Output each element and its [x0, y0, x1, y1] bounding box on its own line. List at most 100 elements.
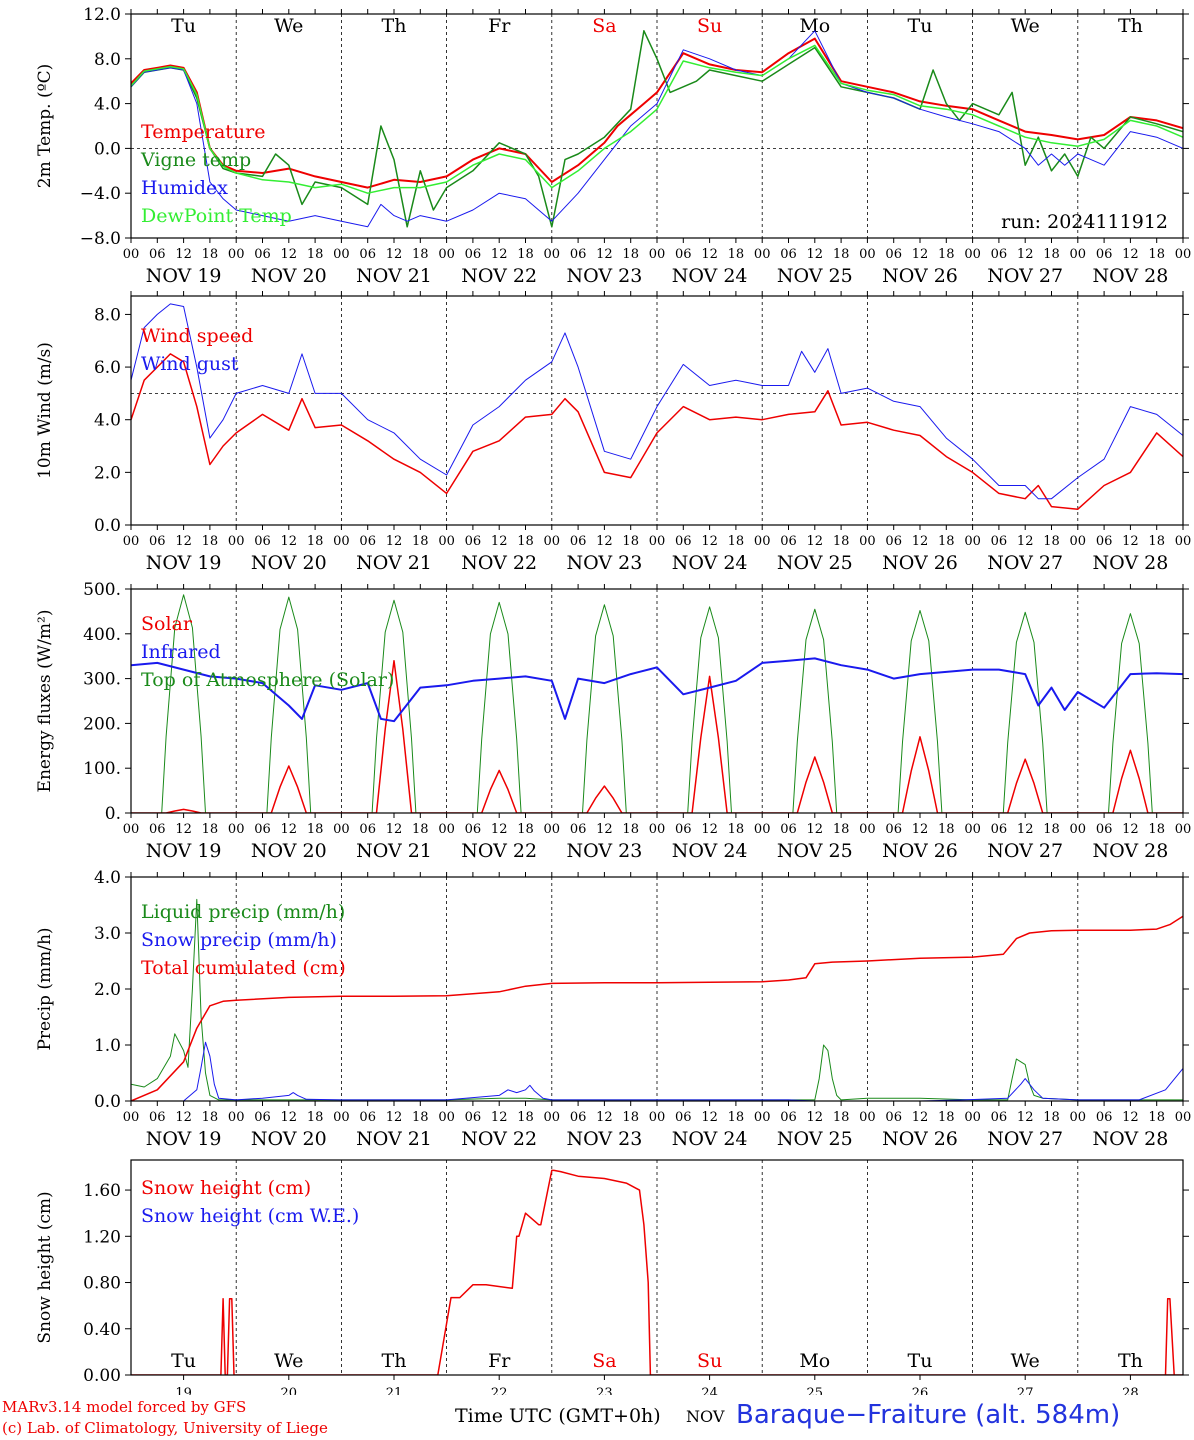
day-number-label: 20: [281, 1386, 298, 1395]
dewpoint-temp-line: [131, 44, 1183, 194]
hour-tick-label: 12: [807, 822, 824, 837]
hour-tick-label: 00: [123, 1110, 140, 1125]
hour-tick-label: 06: [780, 247, 797, 262]
y-axis-label: Precip (mm/h): [35, 927, 55, 1050]
hour-tick-label: 12: [807, 534, 824, 549]
day-name-label: Sa: [592, 15, 616, 37]
date-label: NOV 22: [461, 552, 537, 574]
hour-tick-label: 18: [412, 247, 429, 262]
hour-tick-label: 06: [991, 1110, 1008, 1125]
hour-tick-label: 06: [1096, 534, 1113, 549]
date-label: NOV 24: [672, 1128, 748, 1150]
hour-tick-label: 06: [149, 534, 166, 549]
hour-tick-label: 06: [254, 534, 271, 549]
hour-tick-label: 06: [780, 822, 797, 837]
legend-wind-gust: Wind gust: [141, 353, 239, 375]
hour-tick-label: 00: [1175, 247, 1192, 262]
date-label: NOV 21: [356, 265, 432, 287]
y-tick-label: 1.0: [94, 1036, 121, 1056]
y-axis-label: 10m Wind (m/s): [35, 342, 55, 479]
series-group: [131, 898, 1183, 1101]
date-label: NOV 27: [987, 552, 1063, 574]
panel-5: 0.00 0.40 0.80 1.20 1.60 Snow height (cm) 19 Tu…: [35, 1159, 1189, 1401]
y-tick-label: 8.0: [94, 305, 121, 325]
hour-tick-label: 00: [964, 247, 981, 262]
hour-tick-label: 12: [175, 822, 192, 837]
day-number-label: 24: [701, 1386, 718, 1395]
date-label: NOV 19: [146, 840, 222, 862]
hour-tick-label: 12: [596, 822, 613, 837]
hour-tick-label: 06: [570, 822, 587, 837]
day-name-label: We: [274, 15, 303, 37]
hour-tick-label: 18: [517, 1110, 534, 1125]
hour-tick-label: 18: [307, 247, 324, 262]
hour-tick-label: 00: [1175, 822, 1192, 837]
hour-tick-label: 18: [622, 247, 639, 262]
hour-tick-label: 12: [491, 534, 508, 549]
run-annotation: run: 2024111912: [1001, 211, 1168, 233]
hour-tick-label: 12: [386, 1110, 403, 1125]
hour-tick-label: 06: [675, 247, 692, 262]
hour-tick-label: 06: [885, 1110, 902, 1125]
panel-2: 0.0 2.0 4.0 6.0 8.0 10m Wind (m/s) 00 06 12 18 00 0…: [35, 291, 1191, 574]
hour-tick-label: 00: [438, 534, 455, 549]
date-label: NOV 26: [882, 552, 958, 574]
date-label: NOV 23: [566, 1128, 642, 1150]
hour-tick-label: 18: [202, 534, 219, 549]
credit-line-1: MARv3.14 model forced by GFS: [2, 1398, 247, 1416]
hour-tick-label: 00: [1175, 534, 1192, 549]
hour-tick-label: 00: [333, 1110, 350, 1125]
hour-tick-label: 06: [149, 822, 166, 837]
hour-tick-label: 18: [202, 1110, 219, 1125]
y-tick-label: −4.0: [80, 184, 121, 204]
hour-tick-label: 18: [1148, 247, 1165, 262]
hour-tick-label: 12: [912, 822, 929, 837]
date-label: NOV 24: [672, 265, 748, 287]
hour-tick-label: 00: [228, 1110, 245, 1125]
date-label: NOV 26: [882, 265, 958, 287]
snow-height-cm-line: [131, 1169, 1183, 1375]
y-axis-label: 2m Temp. (ºC): [35, 64, 55, 189]
date-label: NOV 24: [672, 840, 748, 862]
date-label: NOV 19: [146, 552, 222, 574]
hour-tick-label: 06: [991, 534, 1008, 549]
panel-frame: [130, 1159, 1184, 1376]
solar-line: [131, 659, 1183, 813]
time-axis-label: Time UTC (GMT+0h): [455, 1405, 661, 1427]
hour-tick-label: 06: [359, 534, 376, 549]
hour-tick-label: 18: [1148, 1110, 1165, 1125]
hour-tick-label: 00: [228, 822, 245, 837]
series-group: [131, 594, 1183, 813]
legend-total-cumulated-cm: Total cumulated (cm): [141, 957, 346, 979]
hour-tick-label: 00: [859, 1110, 876, 1125]
hour-tick-label: 12: [596, 534, 613, 549]
hour-tick-label: 18: [517, 822, 534, 837]
hour-tick-label: 12: [281, 247, 298, 262]
day-name-label: Th: [1118, 15, 1143, 37]
hour-tick-label: 18: [1043, 247, 1060, 262]
y-tick-label: 0.0: [94, 516, 121, 536]
panel-frame: [130, 876, 1184, 1102]
hour-tick-label: 18: [1043, 822, 1060, 837]
y-tick-label: 200.: [83, 714, 121, 734]
hour-tick-label: 00: [123, 534, 140, 549]
hour-tick-label: 12: [281, 1110, 298, 1125]
hour-tick-label: 12: [281, 822, 298, 837]
day-name-label: Th: [382, 1350, 407, 1372]
date-label: NOV 21: [356, 840, 432, 862]
date-label: NOV 20: [251, 265, 327, 287]
legend-dewpoint-temp: DewPoint Temp: [141, 205, 292, 227]
hour-tick-label: 06: [675, 534, 692, 549]
hour-tick-label: 00: [649, 247, 666, 262]
hour-tick-label: 00: [859, 822, 876, 837]
hour-tick-label: 00: [964, 534, 981, 549]
date-label: NOV 19: [146, 265, 222, 287]
hour-tick-label: 00: [333, 247, 350, 262]
day-number-label: 19: [175, 1386, 192, 1395]
hour-tick-label: 18: [1043, 534, 1060, 549]
hour-tick-label: 00: [754, 534, 771, 549]
hour-tick-label: 06: [149, 1110, 166, 1125]
day-number-label: 21: [386, 1386, 403, 1395]
hour-tick-label: 06: [570, 247, 587, 262]
series-group: [131, 1169, 1183, 1375]
